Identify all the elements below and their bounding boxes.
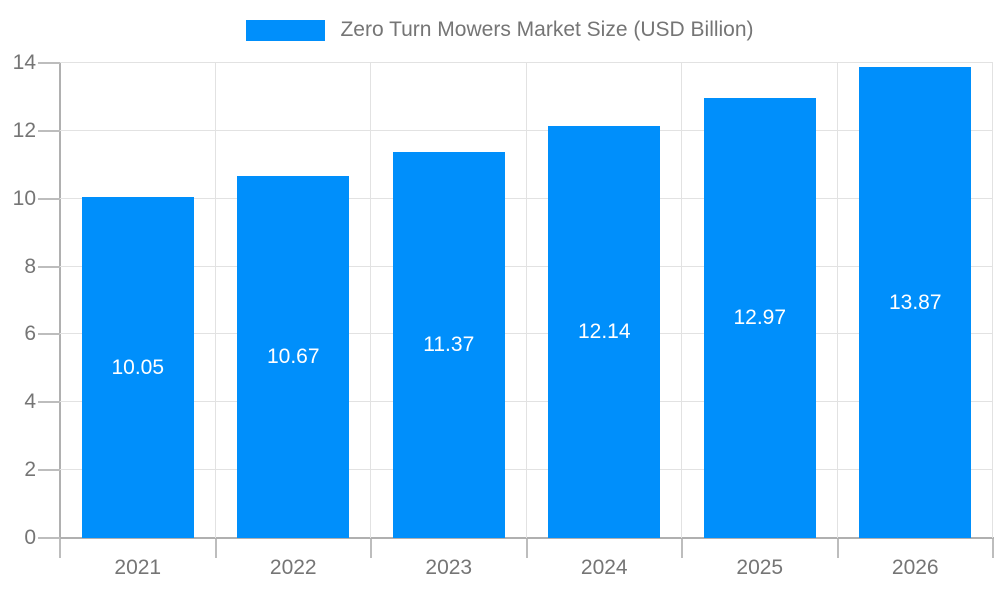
y-axis-tick xyxy=(38,129,60,132)
x-axis-label: 2026 xyxy=(891,556,939,579)
bar-value-label: 11.37 xyxy=(423,333,475,357)
gridline-h xyxy=(60,62,993,63)
bar-value-label: 10.67 xyxy=(266,344,320,368)
gridline-v xyxy=(214,63,216,538)
bar-value-label: 12.97 xyxy=(733,305,787,329)
gridline-h xyxy=(60,333,993,335)
y-axis-tick xyxy=(38,62,60,64)
gridline-v xyxy=(992,63,993,538)
bar-value-label: 10.05 xyxy=(111,355,165,379)
gridline-h xyxy=(60,265,993,267)
y-axis-label: 0 xyxy=(24,526,36,549)
y-axis-label: 4 xyxy=(24,390,36,414)
gridline-v xyxy=(370,63,371,538)
y-axis-tick xyxy=(38,333,60,336)
bar-value-label: 12.14 xyxy=(577,320,631,344)
gridline-h xyxy=(60,469,993,471)
y-axis-line xyxy=(59,63,61,557)
x-axis-label: 2023 xyxy=(425,556,473,579)
legend-item[interactable]: Zero Turn Mowers Market Size (USD Billio… xyxy=(0,18,1000,42)
y-axis-tick xyxy=(38,401,60,404)
x-axis-tick xyxy=(992,539,994,558)
bar-2024[interactable]: 12.14 xyxy=(548,126,661,538)
gridline-v xyxy=(525,63,527,538)
gridline-h xyxy=(60,129,993,131)
bar-value-label: 13.87 xyxy=(888,290,942,314)
gridline-h xyxy=(60,197,993,199)
y-axis-label: 14 xyxy=(12,51,36,74)
legend-label: Zero Turn Mowers Market Size (USD Billio… xyxy=(340,18,754,41)
gridline-v xyxy=(836,63,838,538)
y-axis-tick xyxy=(38,537,60,539)
y-axis-tick xyxy=(38,197,60,200)
y-axis-label: 6 xyxy=(24,322,36,346)
x-axis-label: 2024 xyxy=(580,556,628,579)
bar-2021[interactable]: 10.05 xyxy=(81,197,194,538)
y-axis-label: 2 xyxy=(24,458,36,482)
x-axis-tick xyxy=(370,539,372,558)
gridline-h xyxy=(60,401,993,403)
x-axis-line xyxy=(59,537,994,539)
x-axis-tick xyxy=(836,539,839,558)
y-axis-tick xyxy=(38,265,60,268)
y-axis-label: 8 xyxy=(24,254,36,278)
x-axis-tick xyxy=(681,539,683,558)
y-axis-tick xyxy=(38,469,60,472)
y-axis-label: 10 xyxy=(12,186,36,210)
bar-2026[interactable]: 13.87 xyxy=(859,67,972,538)
y-axis-label: 12 xyxy=(12,118,36,142)
legend-swatch-icon xyxy=(246,19,326,41)
x-axis-tick xyxy=(59,539,61,558)
bar-2023[interactable]: 11.37 xyxy=(392,152,505,538)
x-axis-label: 2025 xyxy=(736,556,784,579)
x-axis-label: 2021 xyxy=(114,556,162,579)
bar-2025[interactable]: 12.97 xyxy=(703,97,816,538)
plot-area: 10.05 10.67 11.37 12.14 12.97 13.87 xyxy=(60,62,993,538)
x-axis-tick xyxy=(214,539,217,558)
gridline-v xyxy=(681,63,682,538)
x-axis-tick xyxy=(525,539,528,558)
bar-2022[interactable]: 10.67 xyxy=(237,175,350,538)
x-axis-label: 2022 xyxy=(269,556,317,579)
